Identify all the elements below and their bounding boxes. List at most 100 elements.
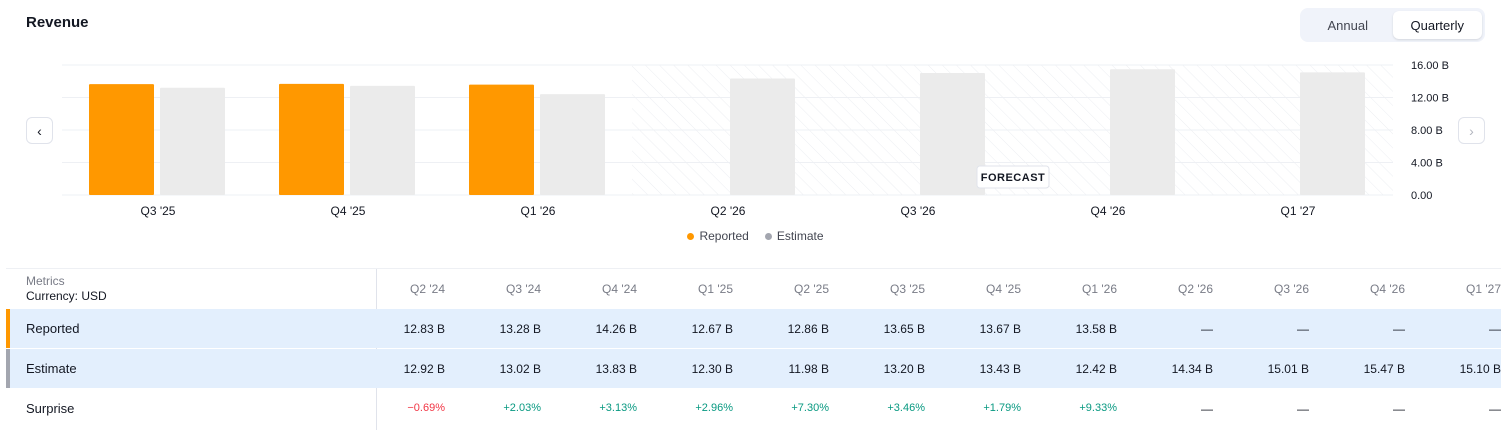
forecast-badge [976, 165, 1050, 189]
table-cell: — [1297, 401, 1309, 416]
row-label: Estimate [26, 361, 77, 376]
forecast-label: FORECAST [981, 172, 1046, 184]
table-cell: — [1201, 321, 1213, 336]
column-header: Q1 '27 [1466, 282, 1501, 296]
column-header: Q3 '25 [890, 282, 925, 296]
table-cell: 11.98 B [788, 361, 829, 376]
table-cell: — [1489, 401, 1501, 416]
table-cell: 13.83 B [595, 361, 637, 376]
table-cell: +7.30% [791, 401, 829, 414]
row-label: Surprise [26, 401, 75, 416]
bar-estimate[interactable] [350, 85, 415, 195]
bar-estimate[interactable] [540, 94, 605, 195]
table-cell: 12.92 B [403, 361, 445, 376]
legend-label: Reported [699, 229, 749, 243]
table-cell: 12.30 B [691, 361, 733, 376]
bar-reported[interactable] [469, 84, 534, 195]
table-row-estimate: Estimate 12.92 B 13.02 B 13.83 B 12.30 B 11.… [6, 349, 1501, 388]
x-tick-label: Q4 '25 [331, 204, 366, 218]
table-cell: 12.86 B [787, 321, 829, 336]
table-cell: 13.65 B [883, 321, 925, 336]
table-cell: 13.02 B [499, 361, 541, 376]
legend-item-reported[interactable]: Reported [687, 229, 749, 243]
table-cell: 14.34 B [1171, 361, 1213, 376]
x-tick-label: Q3 '26 [901, 204, 936, 218]
estimate-row-marker [6, 349, 10, 388]
column-header: Q2 '26 [1178, 282, 1213, 296]
table-cell: — [1393, 401, 1405, 416]
annual-toggle-button[interactable]: Annual [1327, 17, 1368, 33]
x-tick-label: Q4 '26 [1091, 204, 1126, 218]
table-cell: — [1297, 321, 1309, 336]
row-cells: 12.83 B 13.28 B 14.26 B 12.67 B 12.86 B 13.65… [349, 322, 1501, 336]
table-cell: +3.13% [599, 401, 637, 414]
chart-legend: Reported Estimate [0, 229, 1501, 243]
bar-estimate[interactable] [1300, 72, 1365, 195]
bar-reported[interactable] [279, 83, 344, 195]
bar-estimate[interactable] [1110, 69, 1175, 195]
legend-item-estimate[interactable]: Estimate [764, 229, 824, 243]
bar-estimate[interactable] [730, 78, 795, 195]
table-cell: — [1201, 401, 1213, 416]
reported-row-marker [6, 309, 10, 348]
row-cells: −0.69% +2.03% +3.13% +2.96% +7.30% +3.46% +1.7… [349, 402, 1501, 416]
table-cell: +2.96% [695, 401, 733, 414]
x-tick-label: Q1 '26 [521, 204, 556, 218]
table-cell: — [1393, 321, 1405, 336]
bar-reported[interactable] [89, 84, 154, 195]
table-cell: +9.33% [1079, 401, 1117, 414]
table-cell: 12.42 B [1075, 361, 1117, 376]
table-cell: 13.67 B [979, 321, 1021, 336]
next-period-button[interactable]: › [1458, 117, 1485, 144]
table-cell: +2.03% [503, 401, 541, 414]
x-tick-label: Q1 '27 [1281, 204, 1316, 218]
table-cell: 15.10 B [1459, 361, 1501, 376]
table-cell: 13.58 B [1075, 321, 1117, 336]
metrics-label: Metrics [26, 274, 65, 288]
column-header: Q1 '26 [1082, 282, 1117, 296]
legend-label: Estimate [776, 229, 824, 243]
bar-estimate[interactable] [160, 87, 225, 195]
table-cell: −0.69% [407, 401, 445, 414]
column-header: Q4 '25 [986, 282, 1021, 296]
column-header: Q4 '24 [602, 282, 637, 296]
table-header-row: Metrics Currency: USD Q2 '24 Q3 '24 Q4 '24… [6, 268, 1501, 309]
y-tick-label: 4.00 B [1411, 158, 1443, 170]
table-cell: — [1489, 321, 1501, 336]
legend-dot-estimate [764, 232, 772, 240]
legend-dot-reported [687, 232, 695, 240]
chevron-left-icon: ‹ [37, 122, 42, 139]
metrics-header: Metrics Currency: USD [6, 274, 349, 304]
table-cell: 14.26 B [595, 321, 637, 336]
bar-estimate[interactable] [920, 73, 985, 195]
column-header: Q2 '25 [794, 282, 829, 296]
table-cell: 15.47 B [1363, 361, 1405, 376]
y-tick-label: 8.00 B [1411, 125, 1443, 137]
page-title: Revenue [26, 14, 89, 31]
table-cell: 13.28 B [499, 321, 541, 336]
column-header: Q1 '25 [698, 282, 733, 296]
currency-label: Currency: USD [26, 289, 107, 303]
table-row-surprise: Surprise −0.69% +2.03% +3.13% +2.96% +7.30% +… [6, 389, 1501, 428]
table-cell: +1.79% [983, 401, 1021, 414]
column-header: Q3 '26 [1274, 282, 1309, 296]
column-header: Q4 '26 [1370, 282, 1405, 296]
table-cell: 13.20 B [883, 361, 925, 376]
quarterly-toggle-button[interactable]: Quarterly [1392, 11, 1482, 39]
column-header: Q2 '24 [410, 282, 445, 296]
metrics-table: Metrics Currency: USD Q2 '24 Q3 '24 Q4 '24… [6, 268, 1501, 428]
column-header: Q3 '24 [506, 282, 541, 296]
chevron-right-icon: › [1469, 122, 1474, 139]
y-tick-label: 0.00 [1411, 190, 1432, 202]
period-toggle: Annual Quarterly [1300, 8, 1485, 42]
previous-period-button[interactable]: ‹ [26, 117, 53, 144]
row-label: Reported [26, 321, 80, 336]
table-row-reported: Reported 12.83 B 13.28 B 14.26 B 12.67 B 12.… [6, 309, 1501, 348]
column-headers: Q2 '24 Q3 '24 Q4 '24 Q1 '25 Q2 '25 Q3 '25 Q4 '… [349, 282, 1501, 296]
table-cell: +3.46% [887, 401, 925, 414]
x-tick-label: Q2 '26 [711, 204, 746, 218]
y-tick-label: 12.00 B [1411, 93, 1449, 105]
row-cells: 12.92 B 13.02 B 13.83 B 12.30 B 11.98 B 13.20… [349, 362, 1501, 376]
table-cell: 15.01 B [1267, 361, 1309, 376]
revenue-chart: 16.00 B 12.00 B 8.00 B 4.00 B 0.00 Q3 '25 Q4 '… [62, 60, 1449, 218]
